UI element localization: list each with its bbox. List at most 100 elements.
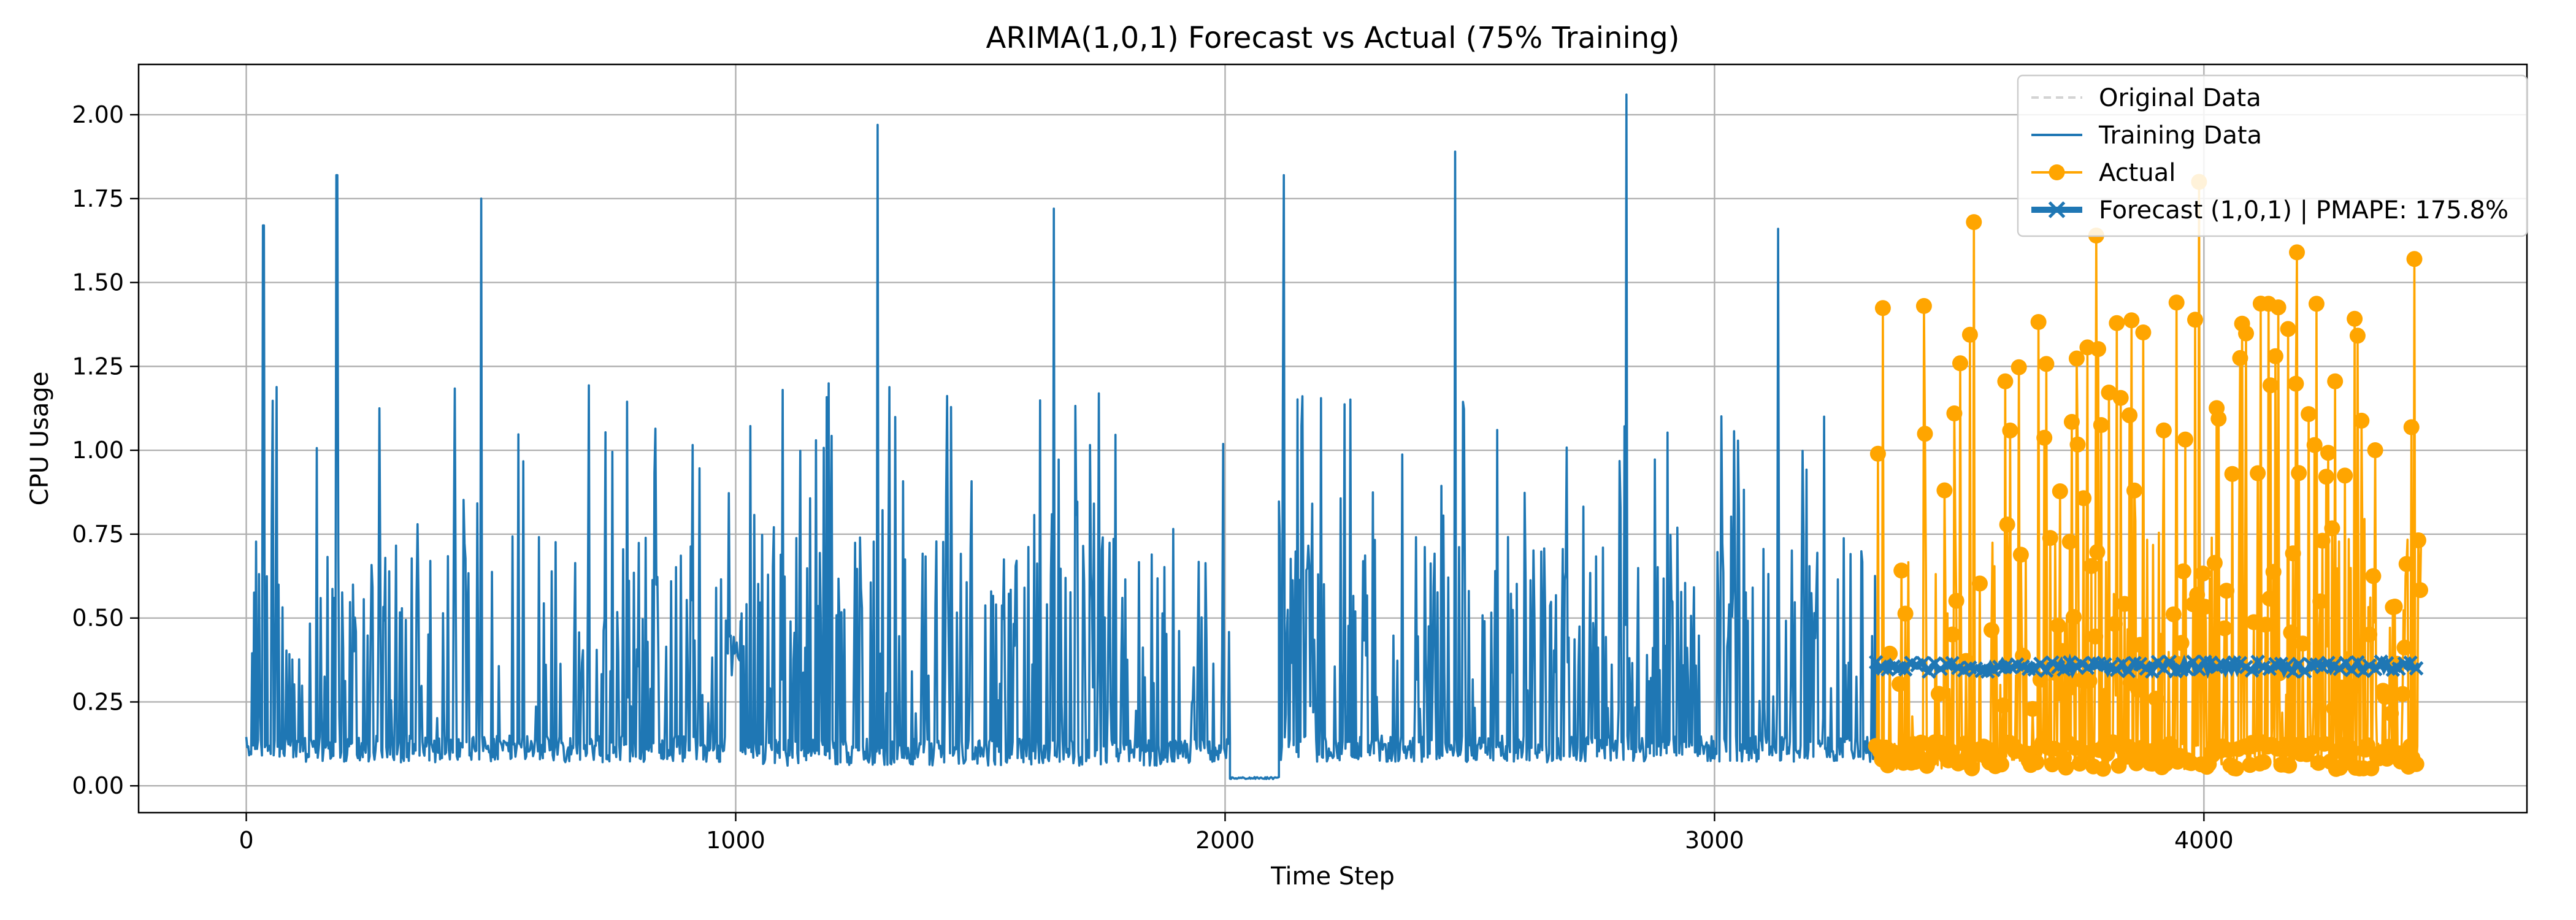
legend-original-data: Original Data (2031, 84, 2261, 112)
actual-point (2052, 483, 2068, 499)
actual-point (2337, 467, 2353, 484)
legend-box (2017, 74, 2528, 237)
actual-point (2255, 754, 2272, 770)
actual-point (2408, 756, 2425, 772)
actual-point (2308, 296, 2325, 312)
actual-point (2123, 312, 2140, 329)
actual-point (2050, 618, 2066, 634)
legend: Original Data Training Data Actual Forecast… (2017, 74, 2528, 237)
actual-point (2312, 593, 2329, 610)
actual-point (2280, 321, 2296, 337)
actual-point (1944, 626, 1961, 643)
actual-point (2361, 626, 2378, 643)
actual-point (2349, 328, 2366, 344)
x-tick-label: 0 (239, 827, 253, 854)
y-tick-label: 1.25 (72, 353, 124, 380)
actual-point (2135, 324, 2152, 340)
actual-point (2285, 545, 2301, 562)
actual-point (2028, 754, 2045, 770)
x-axis-label: Time Step (1270, 862, 1395, 891)
actual-point (2314, 532, 2331, 549)
actual-point (2081, 673, 2098, 689)
actual-point (2122, 407, 2138, 424)
actual-point (2386, 599, 2403, 615)
actual-point (2228, 761, 2244, 776)
y-tick-label: 0.25 (72, 688, 124, 715)
actual-point (2087, 628, 2104, 645)
actual-point (2344, 743, 2360, 759)
x-tick-label: 1000 (706, 827, 765, 854)
y-tick-label: 1.75 (72, 185, 124, 212)
legend-label: Original Data (2099, 84, 2261, 112)
actual-point (1917, 426, 1933, 442)
actual-point (2053, 643, 2070, 659)
actual-point (2324, 520, 2340, 537)
actual-point (2083, 558, 2099, 574)
actual-point (2250, 465, 2266, 481)
actual-point (2288, 375, 2304, 392)
forecast-point (2121, 664, 2136, 678)
actual-point (2025, 700, 2041, 717)
actual-point (2165, 606, 2182, 623)
actual-point (2132, 637, 2149, 653)
actual-point (2109, 315, 2125, 331)
actual-point (2224, 466, 2241, 482)
actual-point (2398, 556, 2415, 572)
actual-point (1869, 445, 1886, 462)
actual-point (2383, 705, 2399, 722)
y-axis: 0.00 0.25 0.50 0.75 1.00 1.25 1.50 1.75 2.00 (72, 101, 139, 799)
actual-point (2283, 624, 2299, 641)
actual-point (2353, 412, 2370, 429)
y-tick-label: 0.00 (72, 772, 124, 799)
actual-point (2320, 445, 2336, 461)
actual-point (2216, 620, 2233, 637)
x-axis: 0 1000 2000 3000 4000 (239, 813, 2234, 854)
actual-point (2175, 563, 2191, 580)
forecast-point (2409, 661, 2424, 676)
actual-point (2187, 312, 2203, 328)
actual-point (2291, 465, 2307, 481)
actual-point (2173, 635, 2190, 651)
actual-point (2090, 341, 2106, 358)
forecast-point (2039, 663, 2054, 678)
actual-point (2257, 616, 2274, 633)
actual-point (2112, 389, 2129, 406)
y-tick-label: 0.75 (72, 521, 124, 548)
actual-point (1961, 326, 1978, 343)
actual-point (2012, 546, 2029, 563)
x-tick-label: 3000 (1685, 827, 1744, 854)
actual-point (2289, 244, 2305, 261)
actual-point (2326, 700, 2342, 716)
actual-point (1946, 405, 1963, 421)
actual-point (2069, 436, 2086, 453)
actual-point (1964, 760, 1980, 776)
actual-point (2377, 689, 2393, 705)
actual-point (2265, 564, 2282, 580)
series-actual-markers (1868, 174, 2428, 777)
series-training-data-line (245, 93, 1877, 780)
actual-point (2365, 568, 2382, 585)
actual-point (2117, 596, 2133, 612)
actual-point (2130, 681, 2147, 698)
legend-label: Training Data (2098, 121, 2262, 150)
actual-point (1948, 592, 1965, 609)
actual-point (2402, 738, 2419, 754)
actual-point (1942, 743, 1958, 759)
forecast-point (1915, 656, 1931, 670)
actual-point (2410, 532, 2426, 548)
x-tick-label: 2000 (1195, 827, 1255, 854)
actual-point (1971, 575, 1988, 592)
actual-point (2068, 350, 2085, 367)
actual-point (2210, 410, 2227, 427)
legend-label: Actual (2099, 159, 2175, 187)
actual-point (2347, 310, 2363, 327)
forecast-point (2145, 664, 2160, 679)
actual-point (2218, 583, 2235, 599)
actual-point (2066, 609, 2082, 625)
actual-point (1930, 686, 1947, 702)
actual-point (2002, 422, 2018, 439)
actual-point (1999, 516, 2015, 533)
legend-training-data: Training Data (2031, 121, 2262, 150)
actual-point (2318, 469, 2334, 485)
